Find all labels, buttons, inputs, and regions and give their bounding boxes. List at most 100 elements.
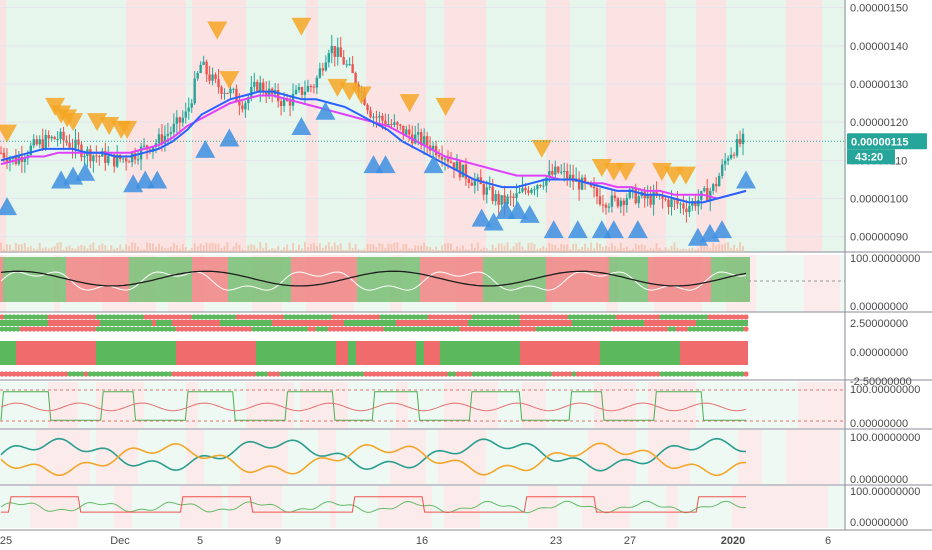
buy-marker[interactable] [507, 201, 528, 219]
pane-band [144, 430, 150, 484]
pane-band [774, 382, 780, 428]
buy-marker[interactable] [423, 155, 444, 174]
pane-band [696, 430, 702, 484]
pane-band [438, 486, 444, 528]
volume-bar [92, 242, 95, 252]
signal-bar [532, 341, 536, 365]
signal-dot [31, 326, 37, 332]
candle-body [664, 198, 667, 200]
signal-dot [467, 314, 473, 320]
volume-bar [569, 249, 572, 252]
candle-body [89, 149, 92, 162]
signal-dot [375, 371, 381, 377]
signal-dot [79, 326, 85, 332]
candle-body [157, 134, 161, 144]
buy-marker[interactable] [291, 117, 312, 135]
signal-dot [703, 326, 709, 332]
signal-dot [267, 326, 273, 332]
sell-marker[interactable] [0, 124, 18, 143]
sell-marker[interactable] [531, 139, 552, 158]
candle-body [262, 82, 265, 92]
signal-dot [603, 326, 609, 332]
price-axis[interactable]: 0.000001500.000001400.000001300.00000120… [847, 3, 927, 529]
signal-dot [715, 371, 721, 377]
buy-marker[interactable] [0, 197, 18, 216]
signal-dot [647, 371, 653, 377]
rsi-stripe [204, 257, 207, 302]
volume-bar [488, 249, 491, 252]
rsi-stripe [621, 257, 624, 302]
pane-tick-label: 0.00000000 [850, 301, 908, 313]
signal-dot [383, 326, 389, 332]
main-price-pane[interactable] [0, 17, 845, 252]
sell-marker[interactable] [219, 71, 240, 90]
sell-marker[interactable] [615, 162, 636, 181]
signal-dot [667, 326, 673, 332]
pane-band [606, 430, 612, 484]
rsi-stripe [546, 257, 549, 302]
signal-dot [719, 314, 725, 320]
trend-band [552, 0, 558, 252]
candle-body [35, 139, 38, 145]
candle-body [446, 158, 450, 162]
rsi-stripe [270, 257, 273, 302]
signal-dot [651, 326, 657, 332]
signal-dot [695, 326, 701, 332]
signal-bar [664, 320, 668, 326]
trend-band [654, 0, 660, 252]
sell-marker[interactable] [675, 166, 696, 185]
buy-marker[interactable] [736, 170, 756, 189]
pane-band [408, 486, 414, 528]
rsi-stripe [207, 257, 210, 302]
buy-marker[interactable] [75, 162, 96, 181]
volume-bar [8, 244, 11, 252]
rsi-stripe [336, 257, 339, 302]
pane-band [534, 486, 540, 528]
buy-marker[interactable] [471, 208, 492, 227]
trend-band [678, 0, 684, 252]
signal-bar [632, 341, 636, 365]
buy-marker[interactable] [147, 170, 168, 189]
sell-marker[interactable] [63, 113, 84, 132]
sell-marker[interactable] [435, 97, 456, 116]
signal-dot [251, 371, 257, 377]
sell-marker[interactable] [291, 17, 312, 36]
signal-dot [95, 326, 101, 332]
signal-dot [459, 326, 465, 332]
signal-bar [688, 320, 692, 326]
signal-bar [600, 341, 604, 365]
buy-marker[interactable] [543, 220, 564, 239]
buy-marker[interactable] [219, 128, 240, 147]
pane-band [486, 486, 492, 528]
pane-band [618, 382, 624, 428]
volume-bar [387, 243, 390, 252]
volume-bar [625, 246, 628, 252]
buy-marker[interactable] [603, 220, 624, 239]
buy-marker[interactable] [567, 220, 588, 239]
signal-dot [455, 371, 461, 377]
sell-marker[interactable] [399, 94, 420, 113]
buy-marker[interactable] [315, 101, 336, 120]
signal-bar [416, 320, 420, 326]
trend-band [474, 0, 480, 252]
sell-marker[interactable] [207, 21, 228, 40]
sell-marker[interactable] [117, 120, 138, 139]
signal-dot [331, 326, 337, 332]
volume-bar [557, 248, 560, 252]
sell-marker[interactable] [351, 86, 372, 105]
buy-marker[interactable] [519, 204, 540, 223]
signal-bar [244, 320, 248, 326]
pane-band [438, 430, 444, 484]
pane-band [54, 486, 60, 528]
pane-band [222, 382, 228, 428]
buy-marker[interactable] [195, 139, 216, 158]
signal-dot [487, 326, 493, 332]
buy-marker[interactable] [627, 220, 648, 239]
signal-dot [343, 314, 349, 320]
buy-marker[interactable] [711, 220, 732, 239]
time-axis[interactable]: 25 Dec 5 9 16 23 27 2020 6 [0, 535, 831, 547]
signal-dot [515, 314, 521, 320]
buy-marker[interactable] [483, 212, 504, 231]
buy-marker[interactable] [375, 155, 396, 174]
